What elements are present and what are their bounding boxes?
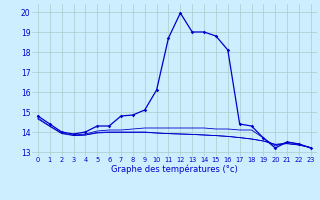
X-axis label: Graphe des températures (°c): Graphe des températures (°c)	[111, 165, 238, 174]
